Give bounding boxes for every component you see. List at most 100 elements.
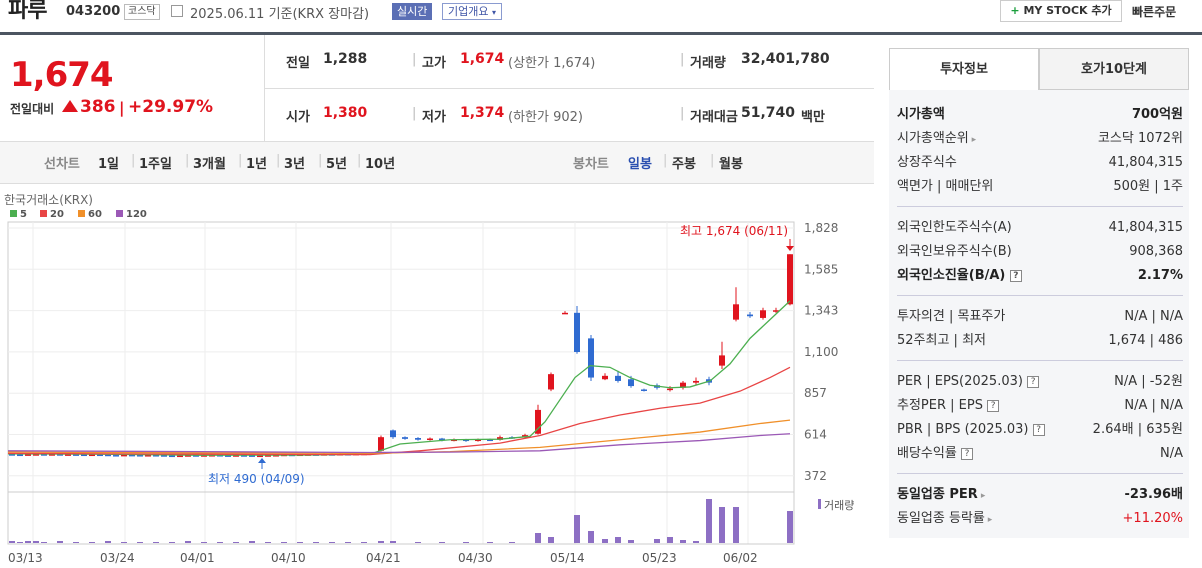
info-row: 외국인소진율(B/A) ? 2.17%	[897, 265, 1183, 287]
amount-value: 51,740	[741, 105, 796, 121]
price-box-bottom	[0, 141, 874, 142]
candle-body	[402, 437, 408, 439]
volume-bar	[153, 542, 159, 543]
x-tick-label: 06/02	[723, 551, 758, 565]
info-divider	[897, 473, 1183, 474]
ma-legend-label: 5	[20, 209, 27, 220]
chevron-right-icon[interactable]: ▸	[968, 135, 977, 145]
col-sep: |	[680, 52, 685, 67]
candle-body	[680, 382, 686, 388]
tab-period-5[interactable]: 5년	[326, 157, 348, 172]
candle-body	[25, 454, 31, 456]
chart-source: 한국거래소(KRX)	[4, 193, 93, 207]
info-key: 배당수익률 ?	[897, 443, 973, 465]
low-label: 저가	[422, 110, 446, 125]
info-value: N/A | N/A	[1124, 309, 1183, 324]
candle-body	[41, 454, 47, 456]
volume-bar	[185, 541, 191, 543]
tab-orderbook[interactable]: 호가10단계	[1039, 48, 1189, 90]
tab-period-2[interactable]: 3개월	[193, 157, 226, 172]
help-icon[interactable]: ?	[1009, 269, 1022, 282]
candle-body	[201, 455, 207, 457]
info-key: 상장주식수	[897, 155, 957, 170]
info-row: 동일업종 PER ▸ -23.96배	[897, 484, 1183, 506]
volume-bar	[667, 537, 673, 543]
company-overview-button[interactable]: 기업개요 ▾	[442, 3, 502, 20]
candle-body	[145, 455, 151, 457]
tab-sep: |	[663, 153, 668, 168]
tab-candle-0[interactable]: 일봉	[628, 157, 652, 172]
info-value: N/A	[1160, 446, 1183, 461]
tab-sep: |	[318, 153, 323, 168]
ma-legend-swatch	[40, 210, 47, 217]
volume-bar	[463, 542, 469, 543]
volume-bar	[733, 507, 739, 543]
info-key: 52주최고 | 최저	[897, 333, 986, 348]
x-tick-label: 04/01	[180, 551, 215, 565]
info-key: 외국인소진율(B/A) ?	[897, 265, 1022, 287]
info-value: 41,804,315	[1108, 155, 1183, 170]
tab-investment-info[interactable]: 투자정보	[889, 48, 1039, 90]
info-row: 시가총액순위 ▸ 코스닥 1072위	[897, 128, 1183, 150]
candle-body	[225, 455, 231, 457]
x-tick-label: 05/14	[550, 551, 585, 565]
volume-bar	[390, 541, 396, 543]
volume-bar	[137, 542, 143, 543]
volume-bar	[265, 542, 271, 543]
chevron-right-icon[interactable]: ▸	[977, 491, 986, 501]
tab-period-6[interactable]: 10년	[365, 157, 396, 172]
tab-period-0[interactable]: 1일	[98, 157, 120, 172]
info-key: 외국인보유주식수(B)	[897, 244, 1012, 259]
candle-body	[265, 455, 271, 457]
volume-legend-label: 거래량	[824, 499, 854, 512]
candle-body	[497, 437, 503, 440]
ma-legend-swatch	[78, 210, 85, 217]
info-value: 2.17%	[1137, 268, 1183, 283]
info-key: 동일업종 등락률 ▸	[897, 511, 993, 526]
col-sep: |	[412, 52, 417, 67]
calendar-icon	[171, 5, 183, 17]
stock-code: 043200	[66, 4, 121, 19]
info-key: PER | EPS(2025.03) ?	[897, 371, 1040, 393]
candle-body	[588, 338, 594, 378]
price-chart[interactable]: 한국거래소(KRX) 5 20 60 120 1,828 1,585 1,343 1,100 85…	[0, 184, 874, 568]
tab-period-1[interactable]: 1주일	[139, 157, 172, 172]
volume-bar	[297, 542, 303, 543]
chevron-down-icon: ▾	[491, 8, 496, 17]
tab-period-4[interactable]: 3년	[284, 157, 306, 172]
tab-sep: |	[710, 153, 715, 168]
volume-bar	[249, 541, 255, 543]
info-row: 동일업종 등락률 ▸ +11.20%	[897, 508, 1183, 530]
candle-body	[667, 388, 673, 391]
header-divider	[0, 32, 874, 35]
help-icon[interactable]: ?	[960, 447, 973, 460]
quick-order-link[interactable]: 빠른주문	[1132, 5, 1177, 19]
help-icon[interactable]: ?	[1027, 375, 1040, 388]
tab-candle-2[interactable]: 월봉	[719, 157, 743, 172]
candle-body	[65, 454, 71, 456]
tab-line-chart[interactable]: 선차트	[44, 157, 80, 172]
min-arrow-head-icon	[258, 458, 266, 463]
chevron-right-icon[interactable]: ▸	[984, 515, 993, 525]
help-icon[interactable]: ?	[987, 399, 1000, 412]
mystock-add-button[interactable]: + MY STOCK 추가	[1000, 0, 1122, 22]
tab-period-3[interactable]: 1년	[246, 157, 268, 172]
tab-candle-1[interactable]: 주봉	[672, 157, 696, 172]
candle-body	[602, 375, 608, 380]
change-separator: |	[119, 99, 125, 117]
volume-bar	[693, 541, 699, 543]
candle-body	[137, 455, 143, 457]
candle-body	[773, 310, 779, 312]
candle-body	[81, 454, 87, 457]
ma60-line	[7, 419, 791, 454]
help-icon[interactable]: ?	[1032, 423, 1045, 436]
info-key: PBR | BPS (2025.03) ?	[897, 419, 1045, 441]
volume-bar	[574, 515, 580, 543]
candle-body	[719, 355, 725, 366]
candle-body	[487, 439, 493, 442]
volume-value: 32,401,780	[741, 51, 830, 67]
ma20-line	[7, 366, 791, 456]
realtime-button[interactable]: 실시간	[392, 3, 433, 20]
tab-candle-chart[interactable]: 봉차트	[573, 157, 609, 172]
volume-bar	[602, 539, 608, 543]
